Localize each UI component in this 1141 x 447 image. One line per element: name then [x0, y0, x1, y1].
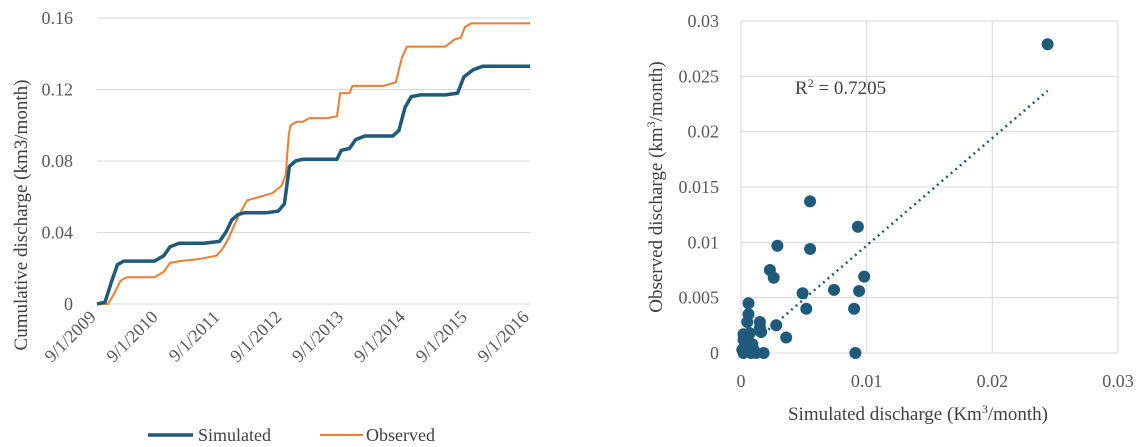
left-x-tick-label: 9/1/2011 [165, 307, 224, 366]
ylabel-base: Observed discharge (km [646, 127, 667, 313]
left-x-tick-label: 9/1/2012 [226, 307, 285, 366]
scatter-point [740, 337, 752, 349]
ylabel-end: /month) [646, 61, 667, 121]
right-y-tick-label: 0.025 [679, 66, 720, 86]
scatter-point [796, 287, 809, 300]
scatter-point [849, 347, 862, 359]
right-x-tick-labels: 0 0.01 0.02 0.03 [737, 371, 1134, 391]
scatter-point [800, 302, 813, 315]
right-x-tick-label: 0 [737, 371, 746, 391]
right-x-tick-label: 0.01 [851, 371, 883, 391]
left-x-tick-label: 9/1/2014 [350, 307, 409, 366]
left-y-tick-label: 0.04 [42, 223, 74, 243]
scatter-point [851, 220, 864, 233]
left-y-tick-labels: 0 0.04 0.08 0.12 0.16 [42, 8, 74, 314]
right-y-tick-label: 0.015 [679, 177, 720, 197]
left-y-tick-label: 0 [64, 294, 73, 314]
left-y-tick-label: 0.12 [42, 80, 74, 100]
scatter-point [828, 283, 840, 296]
left-y-tick-label: 0.16 [42, 8, 74, 28]
left-y-tick-label: 0.08 [42, 151, 74, 171]
scatter-point [757, 347, 770, 359]
left-x-tick-labels: 9/1/2009 9/1/2010 9/1/2011 9/1/2012 9/1/2013… [40, 307, 532, 366]
scatter-point [848, 302, 861, 315]
left-x-tick-label: 9/1/2010 [102, 307, 161, 366]
right-x-tick-label: 0.03 [1102, 371, 1134, 391]
r2-base: R [795, 78, 808, 99]
left-gridlines [97, 17, 530, 305]
right-y-tick-label: 0.03 [688, 11, 720, 31]
scatter-point [1041, 38, 1054, 51]
left-x-tick-label: 9/1/2016 [473, 307, 532, 366]
right-x-tick-label: 0.02 [977, 371, 1009, 391]
scatter-point [742, 297, 755, 310]
scatter-point [858, 270, 871, 283]
series-line-observed [97, 22, 530, 305]
cumulative-discharge-chart: 00.040.080.120.16 9/1/2009 9/1/2010 9/1/20… [11, 8, 533, 445]
right-y-tick-label: 0.02 [688, 122, 720, 142]
legend-simulated-label: Simulated [198, 425, 271, 445]
scatter-point [804, 195, 817, 208]
series-line-simulated [96, 64, 530, 306]
right-y-tick-label: 0.005 [679, 288, 720, 308]
scatter-point [767, 271, 780, 284]
ylabel-sup: 3 [644, 121, 658, 127]
scatter-points [736, 38, 1054, 359]
right-y-axis-title: Observed discharge (km3/month) [644, 61, 667, 313]
scatter-point [780, 331, 793, 344]
left-y-axis-title: Cumulative discharge (km3/month) [11, 80, 32, 351]
scatter-point [771, 239, 784, 252]
left-legend: Simulated Observed [148, 425, 435, 445]
trendline [740, 89, 1049, 354]
xlabel-end: /month) [988, 404, 1048, 425]
scatter-point [853, 285, 866, 297]
right-x-axis-title: Simulated discharge (Km3/month) [788, 402, 1048, 425]
left-x-tick-label: 9/1/2009 [40, 307, 99, 366]
scatter-point [770, 319, 783, 332]
left-series-lines [96, 22, 530, 306]
scatter-point [741, 316, 754, 328]
scatter-point [804, 243, 817, 255]
left-x-tick-label: 9/1/2015 [412, 307, 471, 366]
r2-end: = 0.7205 [814, 78, 886, 99]
xlabel-sup: 3 [982, 402, 988, 416]
legend-observed-label: Observed [366, 425, 435, 445]
scatter-chart: 0 0.005 0.01 0.015 0.02 0.025 0.03 0 0.01 0.02 0.… [644, 11, 1134, 425]
r-squared-label: R2 = 0.7205 [795, 76, 886, 99]
xlabel-base: Simulated discharge (Km [788, 404, 982, 425]
scatter-point [753, 321, 766, 334]
right-y-tick-label: 0 [710, 343, 719, 363]
right-y-tick-label: 0.01 [688, 232, 720, 252]
right-gridlines [740, 20, 1119, 354]
r2-sup: 2 [808, 76, 814, 90]
right-y-tick-labels: 0 0.005 0.01 0.015 0.02 0.025 0.03 [679, 11, 720, 363]
left-x-tick-label: 9/1/2013 [288, 307, 347, 366]
